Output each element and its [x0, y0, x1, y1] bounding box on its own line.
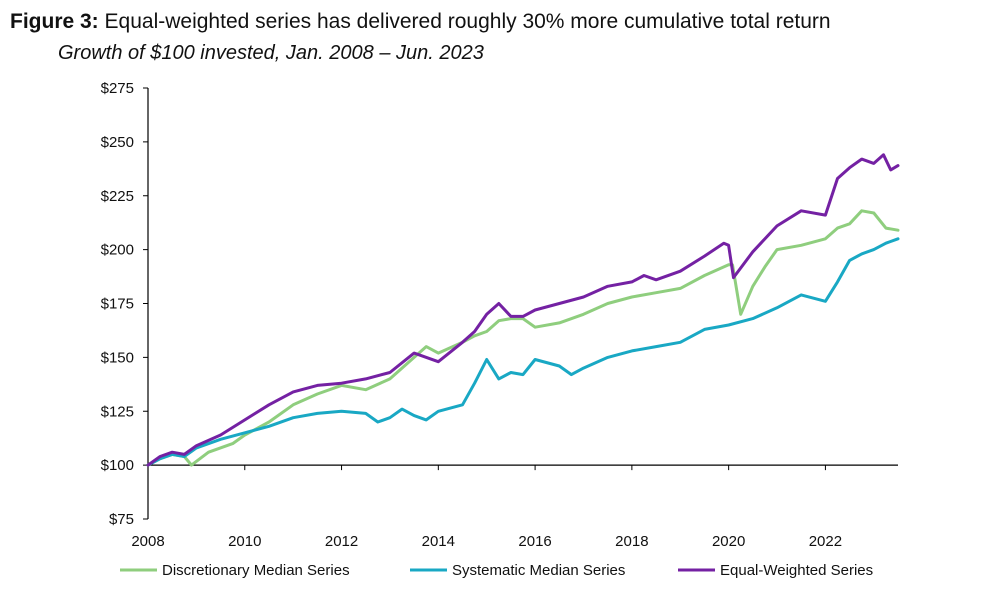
legend-label: Equal-Weighted Series: [720, 562, 873, 579]
y-tick-label: $250: [101, 134, 134, 151]
y-tick-label: $150: [101, 349, 134, 366]
legend-equal-weighted: Equal-Weighted Series: [678, 562, 873, 579]
chart-subtitle: Growth of $100 invested, Jan. 2008 – Jun…: [58, 42, 484, 64]
chart-title: Figure 3: Equal-weighted series has deli…: [10, 10, 831, 34]
discretionary-series-line: [146, 209, 900, 467]
figure-label: Figure 3:: [10, 10, 99, 33]
x-tick-label: 2008: [131, 533, 164, 550]
legend-systematic: Systematic Median Series: [410, 562, 625, 579]
x-tick-label: 2012: [325, 533, 358, 550]
y-tick-label: $175: [101, 296, 134, 313]
y-tick-label: $200: [101, 242, 134, 259]
x-tick-label: 2018: [615, 533, 648, 550]
y-tick-label: $75: [109, 511, 134, 528]
x-tick-label: 2010: [228, 533, 261, 550]
x-tick-label: 2014: [422, 533, 455, 550]
title-text: Equal-weighted series has delivered roug…: [104, 10, 831, 33]
systematic-series-line: [146, 237, 900, 467]
x-tick-label: 2020: [712, 533, 745, 550]
axes: $75 $100 $125 $150 $175 $200 $225 $250 $275 2008 2…: [101, 80, 898, 550]
y-tick-label: $100: [101, 457, 134, 474]
y-tick-label: $275: [101, 80, 134, 97]
equal-weighted-series-line: [146, 153, 900, 467]
y-tick-label: $225: [101, 188, 134, 205]
series-lines: [146, 153, 900, 467]
legend-label: Discretionary Median Series: [162, 562, 350, 579]
legend-label: Systematic Median Series: [452, 562, 625, 579]
x-tick-label: 2022: [809, 533, 842, 550]
legend: Discretionary Median Series Systematic Me…: [120, 562, 873, 579]
y-tick-label: $125: [101, 403, 134, 420]
x-tick-label: 2016: [518, 533, 551, 550]
legend-discretionary: Discretionary Median Series: [120, 562, 350, 579]
